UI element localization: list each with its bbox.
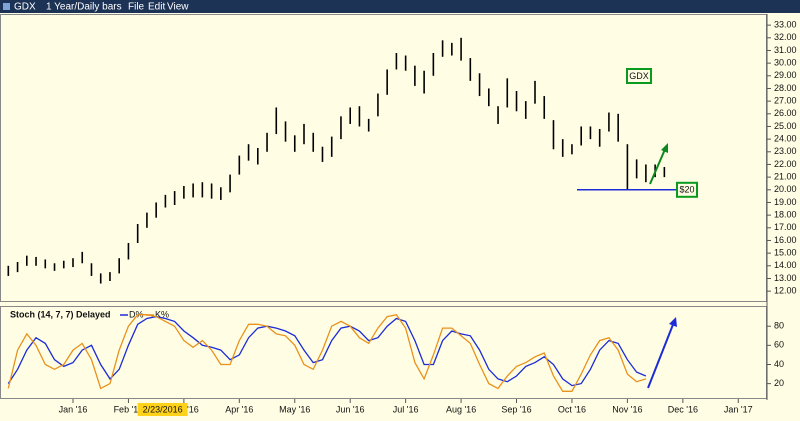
y-tick-label: 40 (774, 359, 784, 369)
arrow-head (669, 317, 677, 327)
y-tick-label: 29.00 (774, 70, 797, 80)
legend-label: K% (155, 309, 169, 319)
y-tick-label: 80 (774, 321, 784, 331)
x-tick-label: Oct '16 (558, 404, 586, 414)
x-tick-label: Aug '16 (446, 404, 476, 414)
y-tick-label: 22.00 (774, 159, 797, 169)
y-tick-label: 33.00 (774, 20, 797, 30)
legend (8, 309, 178, 320)
annotation-box (676, 181, 698, 198)
x-tick-label: Jun '16 (336, 404, 365, 414)
y-tick-label: 15.00 (774, 248, 797, 258)
y-tick-label: 23.00 (774, 146, 797, 156)
menu-item[interactable]: File (128, 2, 145, 13)
y-tick-label: 24.00 (774, 134, 797, 144)
y-tick-label: 32.00 (774, 32, 797, 42)
x-tick-label: Dec '16 (668, 404, 698, 414)
price-panel (0, 14, 767, 302)
annotation: GDX (629, 71, 649, 81)
y-tick-label: 18.00 (774, 210, 797, 220)
y-tick-label: 16.00 (774, 235, 797, 245)
x-tick-label: Apr '16 (225, 404, 253, 414)
y-tick-label: 14.00 (774, 260, 797, 270)
annotation-box (626, 68, 652, 84)
cursor-date-box (137, 403, 188, 416)
x-tick-label: Nov '16 (612, 404, 642, 414)
x-tick-label: Jul '16 (393, 404, 419, 414)
y-tick-label: 20 (774, 378, 784, 388)
cursor-date: 2/23/2016 (143, 404, 183, 414)
symbol[interactable]: GDX (14, 2, 36, 13)
legend-title: Stoch (14, 7, 7) Delayed (10, 309, 111, 319)
y-tick-label: 25.00 (774, 121, 797, 131)
y-tick-label: 27.00 (774, 96, 797, 106)
y-tick-label: 20.00 (774, 184, 797, 194)
x-tick-label: Sep '16 (501, 404, 531, 414)
x-tick-label: May '16 (279, 404, 310, 414)
stoch-line (7, 313, 647, 392)
y-tick-label: 31.00 (774, 45, 797, 55)
menu-item[interactable]: View (167, 2, 189, 13)
y-tick-label: 13.00 (774, 273, 797, 283)
toolbar (0, 0, 800, 13)
y-tick-label: 28.00 (774, 83, 797, 93)
y-tick-label: 12.00 (774, 286, 797, 296)
x-tick-label: Jan '17 (724, 404, 753, 414)
annotation: $20 (679, 185, 694, 195)
x-tick-label: Feb '16 (114, 404, 144, 414)
x-tick-label: Jan '16 (59, 404, 88, 414)
legend-label: D% (129, 309, 144, 319)
menu-icon[interactable] (3, 3, 10, 10)
arrow (649, 146, 667, 185)
period[interactable]: 1 Year/Daily bars (46, 2, 122, 13)
stoch-line (7, 315, 647, 387)
y-tick-label: 19.00 (774, 197, 797, 207)
y-tick-label: 21.00 (774, 172, 797, 182)
arrow-head (661, 143, 668, 153)
y-tick-label: 30.00 (774, 58, 797, 68)
y-tick-label: 26.00 (774, 108, 797, 118)
arrow (647, 321, 675, 389)
y-tick-label: 17.00 (774, 222, 797, 232)
y-tick-label: 60 (774, 340, 784, 350)
menu-item[interactable]: Edit (148, 2, 165, 13)
